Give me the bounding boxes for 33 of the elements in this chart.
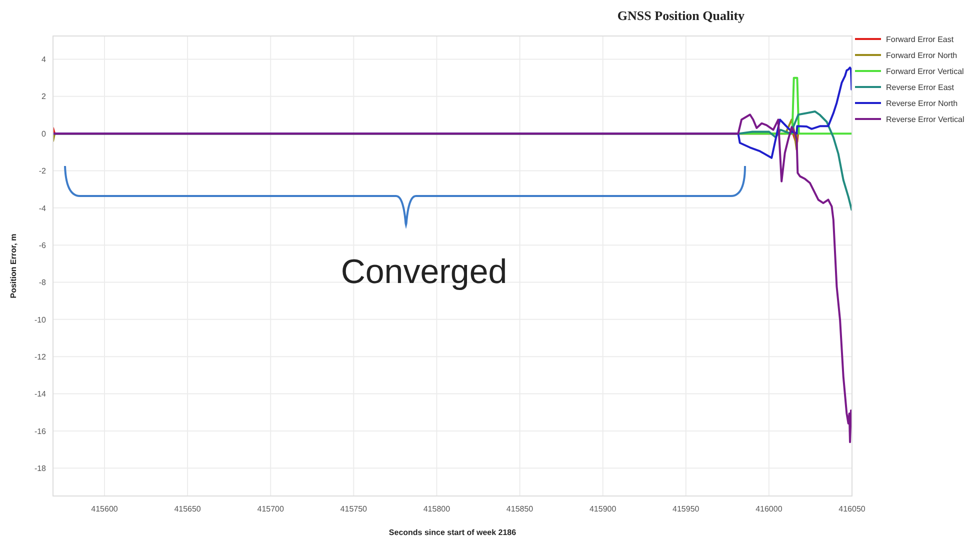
x-tick-label: 416000 bbox=[756, 504, 783, 514]
legend-label: Forward Error North bbox=[886, 50, 958, 60]
line-series bbox=[53, 114, 852, 444]
y-tick-label: 0 bbox=[42, 129, 47, 138]
x-tick-label: 415700 bbox=[257, 504, 284, 514]
x-tick-label: 415900 bbox=[589, 504, 617, 514]
y-tick-label: -18 bbox=[34, 464, 47, 473]
y-tick-label: -14 bbox=[34, 390, 47, 399]
y-tick-label: -16 bbox=[34, 426, 47, 436]
y-tick-label: 4 bbox=[42, 55, 47, 64]
x-tick-label: 415750 bbox=[340, 504, 368, 514]
legend-label: Reverse Error Vertical bbox=[886, 114, 964, 124]
y-tick-label: 2 bbox=[42, 92, 47, 102]
y-tick-label: -4 bbox=[38, 204, 47, 213]
x-tick-label: 415850 bbox=[506, 504, 534, 514]
y-tick-label: -2 bbox=[38, 166, 47, 176]
x-tick-label: 416050 bbox=[838, 504, 866, 514]
y-axis-title: Position Error, m bbox=[8, 234, 18, 298]
annotation: Converged bbox=[340, 253, 508, 291]
y-tick-label: -8 bbox=[38, 278, 47, 288]
y-tick-label: -10 bbox=[34, 315, 47, 324]
x-tick-label: 415950 bbox=[672, 504, 700, 514]
y-tick-label: -6 bbox=[38, 240, 47, 250]
chart-title: GNSS Position Quality bbox=[617, 8, 746, 23]
x-axis-title: Seconds since start of week 2186 bbox=[388, 528, 517, 536]
y-tick-label: -12 bbox=[34, 352, 47, 362]
legend-label: Forward Error East bbox=[886, 34, 954, 44]
legend-label: Reverse Error East bbox=[886, 82, 955, 92]
legend-label: Forward Error Vertical bbox=[886, 66, 964, 76]
x-tick-label: 415600 bbox=[91, 504, 118, 514]
legend-label: Reverse Error North bbox=[886, 98, 958, 108]
x-tick-label: 415800 bbox=[423, 504, 451, 514]
x-tick-label: 415650 bbox=[174, 504, 202, 514]
